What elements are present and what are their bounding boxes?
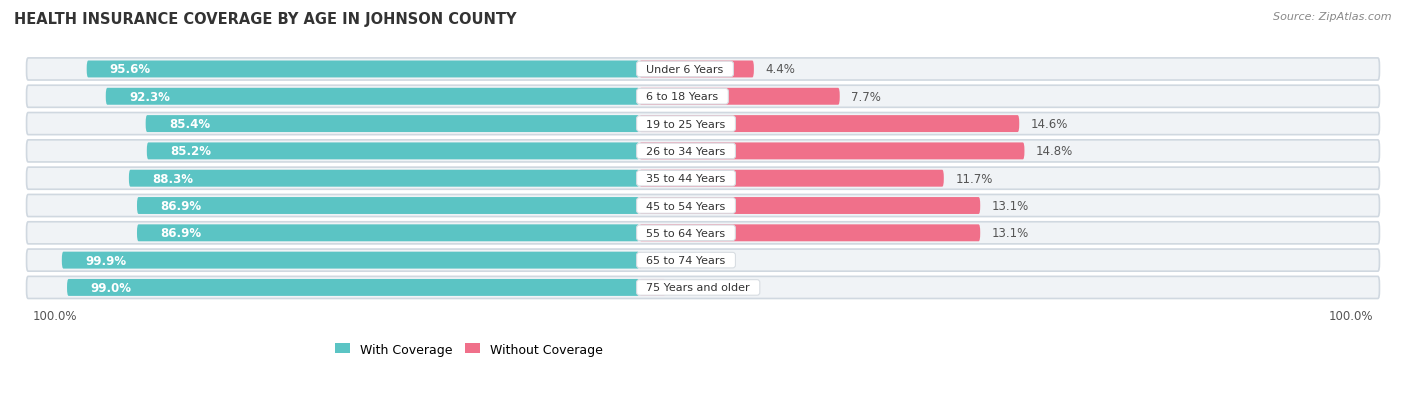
FancyBboxPatch shape <box>136 225 640 242</box>
Text: 85.2%: 85.2% <box>170 145 211 158</box>
Text: 100.0%: 100.0% <box>32 309 77 322</box>
Text: 14.6%: 14.6% <box>1031 118 1069 131</box>
FancyBboxPatch shape <box>129 170 640 187</box>
Text: 11.7%: 11.7% <box>955 172 993 185</box>
Text: 4.4%: 4.4% <box>765 63 796 76</box>
Text: 13.1%: 13.1% <box>991 227 1029 240</box>
FancyBboxPatch shape <box>146 143 640 160</box>
Text: 0.1%: 0.1% <box>654 254 683 267</box>
Text: 100.0%: 100.0% <box>1329 309 1374 322</box>
FancyBboxPatch shape <box>640 89 839 105</box>
Text: 86.9%: 86.9% <box>160 227 201 240</box>
Text: 14.8%: 14.8% <box>1036 145 1073 158</box>
FancyBboxPatch shape <box>62 252 640 269</box>
FancyBboxPatch shape <box>640 143 1025 160</box>
FancyBboxPatch shape <box>27 86 1379 108</box>
FancyBboxPatch shape <box>27 222 1379 244</box>
FancyBboxPatch shape <box>27 59 1379 81</box>
Text: 19 to 25 Years: 19 to 25 Years <box>640 119 733 129</box>
Text: 45 to 54 Years: 45 to 54 Years <box>640 201 733 211</box>
FancyBboxPatch shape <box>27 168 1379 190</box>
Text: 85.4%: 85.4% <box>169 118 209 131</box>
Text: Source: ZipAtlas.com: Source: ZipAtlas.com <box>1274 12 1392 22</box>
Text: 13.1%: 13.1% <box>991 199 1029 213</box>
FancyBboxPatch shape <box>27 195 1379 217</box>
FancyBboxPatch shape <box>105 89 640 105</box>
FancyBboxPatch shape <box>640 62 754 78</box>
FancyBboxPatch shape <box>27 140 1379 163</box>
FancyBboxPatch shape <box>27 277 1379 299</box>
FancyBboxPatch shape <box>87 62 640 78</box>
Text: 26 to 34 Years: 26 to 34 Years <box>640 147 733 157</box>
Legend: With Coverage, Without Coverage: With Coverage, Without Coverage <box>330 338 607 361</box>
Text: 1.0%: 1.0% <box>676 281 707 294</box>
Text: 92.3%: 92.3% <box>129 90 170 104</box>
FancyBboxPatch shape <box>640 252 643 269</box>
Text: 6 to 18 Years: 6 to 18 Years <box>640 92 725 102</box>
Text: Under 6 Years: Under 6 Years <box>640 65 731 75</box>
FancyBboxPatch shape <box>640 116 1019 133</box>
Text: 95.6%: 95.6% <box>110 63 150 76</box>
Text: 99.0%: 99.0% <box>90 281 131 294</box>
FancyBboxPatch shape <box>640 197 980 214</box>
Text: 65 to 74 Years: 65 to 74 Years <box>640 256 733 266</box>
Text: HEALTH INSURANCE COVERAGE BY AGE IN JOHNSON COUNTY: HEALTH INSURANCE COVERAGE BY AGE IN JOHN… <box>14 12 516 27</box>
FancyBboxPatch shape <box>27 249 1379 271</box>
FancyBboxPatch shape <box>67 279 640 296</box>
FancyBboxPatch shape <box>136 197 640 214</box>
FancyBboxPatch shape <box>27 113 1379 135</box>
Text: 88.3%: 88.3% <box>152 172 193 185</box>
Text: 75 Years and older: 75 Years and older <box>640 283 756 293</box>
Text: 35 to 44 Years: 35 to 44 Years <box>640 174 733 184</box>
Text: 86.9%: 86.9% <box>160 199 201 213</box>
FancyBboxPatch shape <box>640 170 943 187</box>
FancyBboxPatch shape <box>640 225 980 242</box>
FancyBboxPatch shape <box>640 279 665 296</box>
FancyBboxPatch shape <box>146 116 640 133</box>
Text: 7.7%: 7.7% <box>851 90 882 104</box>
Text: 99.9%: 99.9% <box>84 254 127 267</box>
Text: 55 to 64 Years: 55 to 64 Years <box>640 228 733 238</box>
